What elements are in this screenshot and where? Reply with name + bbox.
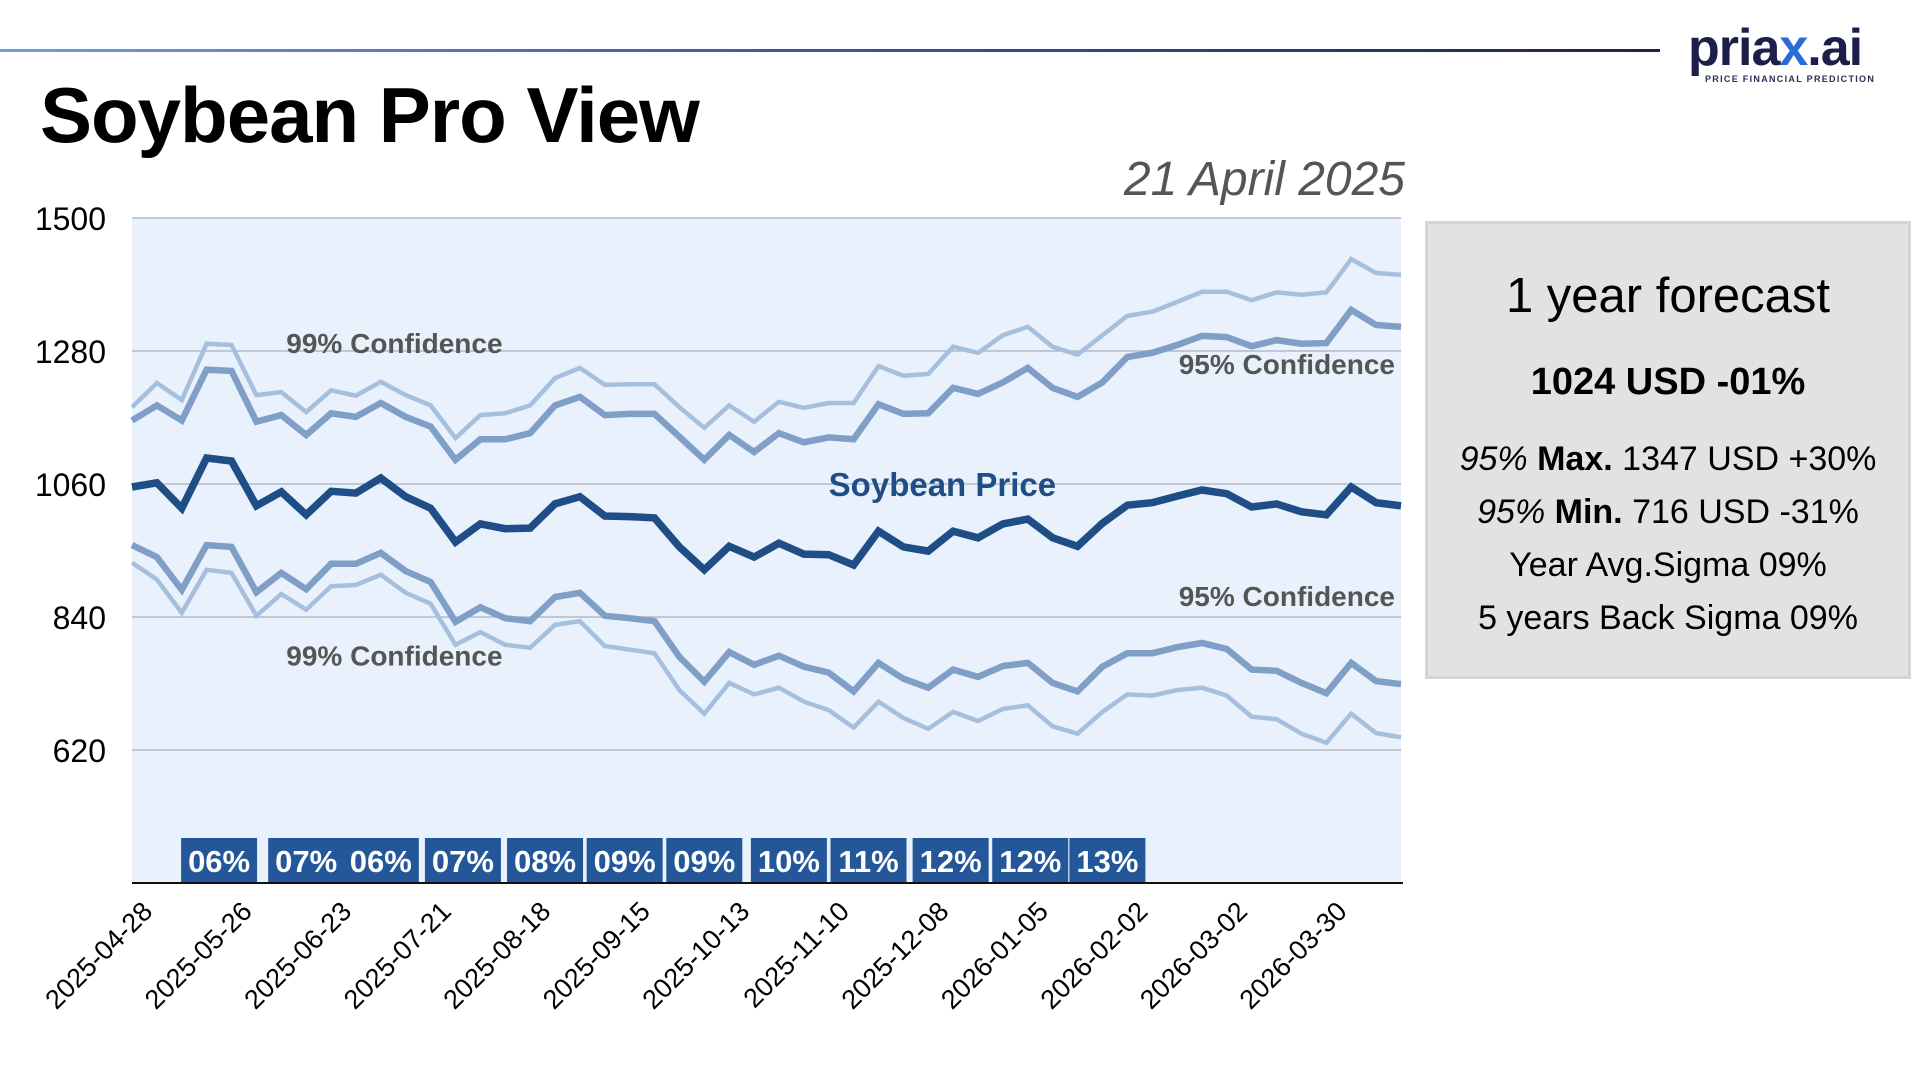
report-date: 21 April 2025 bbox=[1123, 153, 1405, 206]
x-tick-label: 2025-05-26 bbox=[139, 896, 258, 1015]
sigma-badge-label: 07% bbox=[275, 844, 337, 879]
sigma-badge-label: 06% bbox=[188, 844, 250, 879]
sigma-badge: 07% bbox=[424, 838, 501, 883]
logo-tagline: PRICE FINANCIAL PREDICTION bbox=[1705, 74, 1876, 84]
series-line-95-confidence-upper bbox=[130, 305, 1402, 465]
grid-lines bbox=[132, 217, 1401, 751]
sigma-badge-label: 12% bbox=[999, 844, 1061, 879]
y-tick-label: 1060 bbox=[35, 467, 106, 503]
sigma-badge-bg bbox=[992, 838, 1069, 883]
priax-logo: priax.ai PRICE FINANCIAL PREDICTION bbox=[1688, 18, 1888, 88]
forecast-summary-box: 1 year forecast 1024 USD -01% 95% Max. 1… bbox=[1425, 221, 1911, 679]
x-tick-label: 2025-09-15 bbox=[537, 896, 656, 1015]
sigma-badge: 10% bbox=[750, 838, 827, 883]
sigma-badge-label: 10% bbox=[758, 844, 820, 879]
x-tick-label: 2025-10-13 bbox=[637, 896, 756, 1015]
sigma-badge-label: 11% bbox=[838, 844, 898, 879]
logo-text-end: .ai bbox=[1807, 19, 1863, 77]
series-line-99-confidence-upper bbox=[130, 256, 1402, 442]
y-tick-label: 1500 bbox=[35, 201, 106, 237]
page-title: Soybean Pro View bbox=[40, 71, 700, 159]
header-rule bbox=[0, 49, 1660, 52]
year-avg-sigma: Year Avg.Sigma 09% bbox=[1509, 546, 1827, 584]
series-lines bbox=[130, 256, 1402, 746]
series-line-99-confidence-lower bbox=[130, 560, 1402, 746]
sigma-badge: 09% bbox=[666, 838, 743, 883]
sigma-badge-bg bbox=[666, 838, 743, 883]
x-tick-label: 2026-02-02 bbox=[1035, 896, 1154, 1015]
sigma-badge-bg bbox=[342, 838, 419, 883]
sigma-badge-bg bbox=[830, 838, 907, 883]
x-tick-label: 2025-08-18 bbox=[437, 896, 556, 1015]
sigma-badge: 13% bbox=[1069, 838, 1146, 883]
x-tick-label: 2025-12-08 bbox=[836, 896, 955, 1015]
annotation-upper-95: 95% Confidence bbox=[1179, 349, 1395, 380]
sigma-badge-bg bbox=[507, 838, 584, 883]
sigma-badge: 06% bbox=[342, 838, 419, 883]
y-tick-label: 620 bbox=[53, 733, 106, 769]
x-tick-label: 2026-01-05 bbox=[935, 896, 1054, 1015]
y-tick-label: 840 bbox=[53, 600, 106, 636]
sigma-badge: 11% bbox=[830, 838, 907, 883]
sigma-badge: 06% bbox=[181, 838, 258, 883]
forecast-max-line: 95% Max. 1347 USD +30% bbox=[1428, 437, 1908, 481]
x-tick-label: 2025-04-28 bbox=[39, 896, 158, 1015]
sigma-badge: 12% bbox=[992, 838, 1069, 883]
annotation-upper-99: 99% Confidence bbox=[286, 328, 502, 359]
min-label: Min. bbox=[1554, 493, 1623, 531]
series-line-soybean-price bbox=[131, 453, 1402, 575]
sigma-badges: 06% 07% 06% 07% 08% 09% 09% 10% 11% 12% 12% 13% bbox=[181, 838, 1146, 883]
logo-wordmark: priax.ai bbox=[1688, 18, 1863, 78]
sigma-badge: 07% bbox=[268, 838, 345, 883]
sigma-badge-bg bbox=[750, 838, 827, 883]
x-tick-label: 2026-03-30 bbox=[1234, 896, 1353, 1015]
sigma-badge-label: 13% bbox=[1076, 844, 1138, 879]
sigma-badge-label: 09% bbox=[594, 844, 656, 879]
forecast-min-line: 95% Min. 716 USD -31% bbox=[1428, 490, 1908, 534]
annotation-price: Soybean Price bbox=[829, 466, 1056, 503]
series-line-95-confidence-lower bbox=[130, 541, 1402, 698]
max-label: Max. bbox=[1537, 440, 1613, 478]
y-axis-ticks: 620 840 1060 1280 1500 bbox=[35, 201, 106, 769]
sigma-badge: 12% bbox=[912, 838, 989, 883]
x-tick-label: 2026-03-02 bbox=[1134, 896, 1253, 1015]
annotation-lower-95: 95% Confidence bbox=[1179, 581, 1395, 612]
sigma-badge-bg bbox=[181, 838, 258, 883]
x-tick-label: 2025-06-23 bbox=[238, 896, 357, 1015]
sigma-badge: 09% bbox=[586, 838, 663, 883]
forecast-title: 1 year forecast bbox=[1505, 269, 1831, 323]
sigma-badge-label: 09% bbox=[673, 844, 735, 879]
sigma-badge-label: 07% bbox=[432, 844, 494, 879]
back-sigma: 5 years Back Sigma 09% bbox=[1478, 599, 1858, 637]
sigma-badge-label: 12% bbox=[920, 844, 982, 879]
sigma-badge-bg bbox=[424, 838, 501, 883]
sigma-badge-bg bbox=[586, 838, 663, 883]
sigma-badge-label: 08% bbox=[514, 844, 576, 879]
sigma-badge-bg bbox=[912, 838, 989, 883]
annotation-lower-99: 99% Confidence bbox=[286, 640, 502, 671]
min-value: 716 USD -31% bbox=[1632, 493, 1859, 531]
x-axis-ticks: 2025-04-282025-05-262025-06-232025-07-21… bbox=[39, 896, 1352, 1015]
forecast-headline: 1024 USD -01% bbox=[1530, 361, 1806, 403]
logo-text-accent: x bbox=[1779, 19, 1808, 77]
x-tick-label: 2025-07-21 bbox=[338, 896, 457, 1015]
series-annotations: 99% Confidence 95% Confidence Soybean Pric… bbox=[286, 328, 1395, 672]
sigma-badge: 08% bbox=[507, 838, 584, 883]
max-confidence-prefix: 95% bbox=[1459, 440, 1528, 478]
y-tick-label: 1280 bbox=[35, 334, 106, 370]
sigma-badge-bg bbox=[1069, 838, 1146, 883]
logo-text-start: pria bbox=[1688, 19, 1780, 77]
sigma-badge-label: 06% bbox=[350, 844, 412, 879]
min-confidence-prefix: 95% bbox=[1477, 493, 1546, 531]
max-value: 1347 USD +30% bbox=[1622, 440, 1877, 478]
sigma-badge-bg bbox=[268, 838, 345, 883]
